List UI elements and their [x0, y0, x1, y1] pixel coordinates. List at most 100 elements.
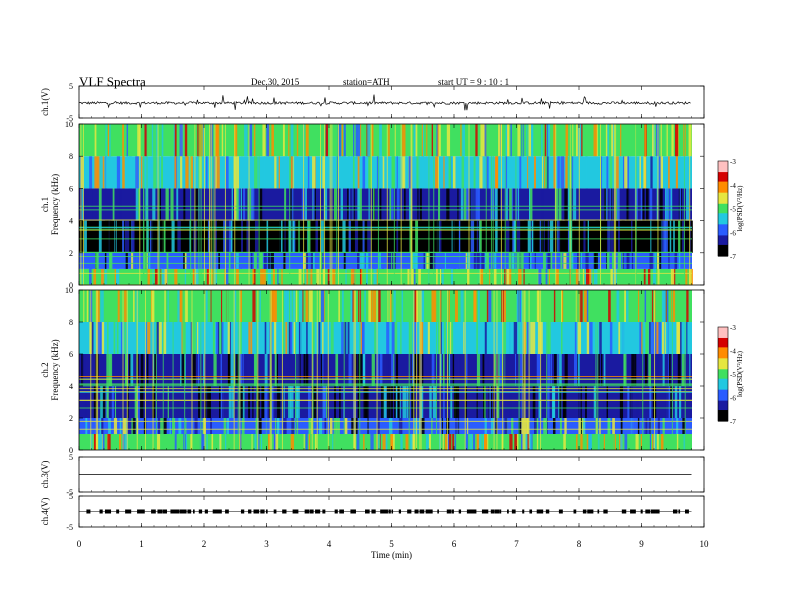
ch2-spectrogram-streak	[192, 354, 196, 386]
ch2-spectrogram-streak	[227, 354, 230, 386]
ch2-spectrogram-colorbar-cell	[718, 399, 728, 402]
ch1-spectrogram-streak	[445, 220, 448, 253]
ch2-spectrogram-streak	[180, 290, 183, 322]
ch2-spectrogram-streak	[532, 322, 536, 354]
ch2-spectrogram-streak	[226, 418, 230, 434]
ch1-spectrogram-streak	[323, 188, 328, 221]
ch2-spectrogram-streak	[129, 354, 132, 386]
ch2-spectrogram-streak	[557, 354, 559, 386]
ch2-spectrogram-streak	[448, 434, 452, 450]
ch1-spectrogram-streak	[617, 188, 620, 221]
ch1-spectrogram-streak	[91, 188, 94, 221]
ch2-spectrogram-colorbar-cell	[718, 402, 728, 405]
ch2-spectrogram-streak	[497, 418, 501, 434]
ch1-spectrogram-ytick-label: 0	[69, 281, 73, 290]
ch2-spectrogram-streak	[459, 418, 463, 434]
ch2-spectrogram-streak	[662, 322, 664, 354]
ch1-spectrogram-streak	[379, 124, 382, 157]
ch1-spectrogram-streak	[670, 220, 674, 253]
ch1-spectrogram-streak	[659, 156, 664, 189]
ch2-spectrogram-streak	[631, 418, 635, 434]
ch1-spectrogram-streak	[671, 124, 674, 157]
ch1-spectrogram-streak	[505, 156, 508, 189]
ch4-pulse	[177, 509, 180, 514]
ch2-spectrogram-streak	[405, 434, 409, 450]
ch1-spectrogram-streak	[366, 252, 369, 269]
ch2-spectrogram-ytick-label: 6	[69, 350, 73, 359]
ch2-spectrogram-streak	[131, 290, 134, 322]
ch2-spectrogram-streak	[362, 322, 365, 354]
ch2-spectrogram-streak	[217, 322, 220, 354]
ch2-spectrogram-streak	[398, 418, 401, 434]
ch1-spectrogram-streak	[581, 124, 583, 157]
ch4-pulse	[179, 509, 183, 514]
ch2-spectrogram-streak	[467, 418, 469, 434]
ch2-spectrogram-streak	[439, 354, 442, 386]
ch2-spectrogram-colorbar-cell	[718, 406, 728, 410]
ch1-spectrogram-streak	[656, 188, 659, 221]
ch2-spectrogram-streak	[374, 434, 378, 450]
ch2-spectrogram-streak	[100, 322, 102, 354]
ch1-spectrogram-streak	[357, 156, 360, 189]
ch2-spectrogram-streak	[664, 322, 666, 354]
ch1-spectrogram-streak	[480, 268, 484, 285]
ch1-spectrogram-streak	[461, 156, 465, 189]
ch1-spectrogram-streak	[614, 252, 616, 269]
ch2-spectrogram-streak	[447, 322, 451, 354]
ch4-pulse	[655, 509, 660, 514]
ch1-spectrogram-colorbar-cell	[718, 219, 728, 222]
ch1-spectrogram-streak	[368, 188, 370, 221]
ch1-spectrogram-colorbar-cell	[718, 224, 728, 227]
ch4-pulse	[170, 509, 174, 514]
ch2-spectrogram-streak	[465, 434, 469, 450]
ch1-spectrogram-colorbar-cell	[718, 176, 728, 180]
ch2-spectrogram-streak	[124, 290, 127, 322]
ch1-spectrogram-streak	[476, 220, 479, 253]
ch1-spectrogram-colorbar-cell	[718, 191, 728, 194]
ch2-spectrogram-streak	[391, 434, 395, 450]
ch1-spectrogram-colorbar-cell	[718, 225, 728, 229]
ch2-spectrogram-streak	[417, 354, 421, 386]
ch1-spectrogram-streak	[617, 252, 622, 269]
ch1-spectrogram-colorbar-tick: -5	[730, 206, 736, 214]
ch1-spectrogram-streak	[179, 124, 183, 157]
ch2-spectrogram-streak	[114, 290, 118, 322]
ch1-spectrogram-streak	[147, 268, 150, 285]
ch2-spectrogram-colorbar-cell	[718, 336, 728, 339]
ch2-spectrogram-streak	[520, 434, 524, 450]
ch2-spectrogram-streak	[236, 354, 239, 386]
ch1-spectrogram-streak	[575, 268, 579, 285]
ch1-spectrogram-streak	[185, 268, 189, 285]
ch1-spectrogram-streak	[540, 220, 544, 253]
ch2-spectrogram-streak	[120, 322, 123, 354]
ch2-spectrogram-streak	[242, 354, 244, 386]
ch2-spectrogram-streak	[357, 354, 360, 386]
ch1-spectrogram-streak	[606, 156, 609, 189]
ch1-spectrogram-streak	[465, 252, 468, 269]
ch1-spectrogram-streak	[354, 220, 359, 253]
ch2-spectrogram-streak	[454, 386, 457, 418]
ch1-spectrogram-streak	[183, 188, 186, 221]
ch1-spectrogram-streak	[479, 268, 481, 285]
ch1-spectrogram-streak	[391, 156, 395, 189]
ch1-spectrogram-streak	[518, 268, 522, 285]
ch2-spectrogram-streak	[455, 418, 457, 434]
ch2-spectrogram-streak	[476, 322, 478, 354]
ch2-spectrogram-streak	[160, 418, 163, 434]
ch1-spectrogram-streak	[148, 252, 151, 269]
ch1-spectrogram-streak	[413, 124, 416, 157]
ch2-spectrogram-streak	[504, 418, 508, 434]
ch1-spectrogram-streak	[548, 268, 550, 285]
ch1-spectrogram-colorbar-cell	[718, 251, 728, 254]
ch1-spectrogram-streak	[312, 156, 316, 189]
ch1-spectrogram-streak	[437, 252, 440, 269]
ch2-spectrogram-streak	[648, 290, 651, 322]
ch1-spectrogram-streak	[513, 220, 517, 253]
ch4-pulse	[451, 509, 454, 514]
xtick-label: 3	[264, 539, 269, 549]
ch2-spectrogram-streak	[549, 418, 553, 434]
ch2-spectrogram-streak	[406, 386, 409, 418]
ch4-pulse	[104, 509, 108, 514]
ch1-spectrogram-streak	[144, 252, 147, 269]
ch1-spectrogram-streak	[422, 124, 424, 157]
